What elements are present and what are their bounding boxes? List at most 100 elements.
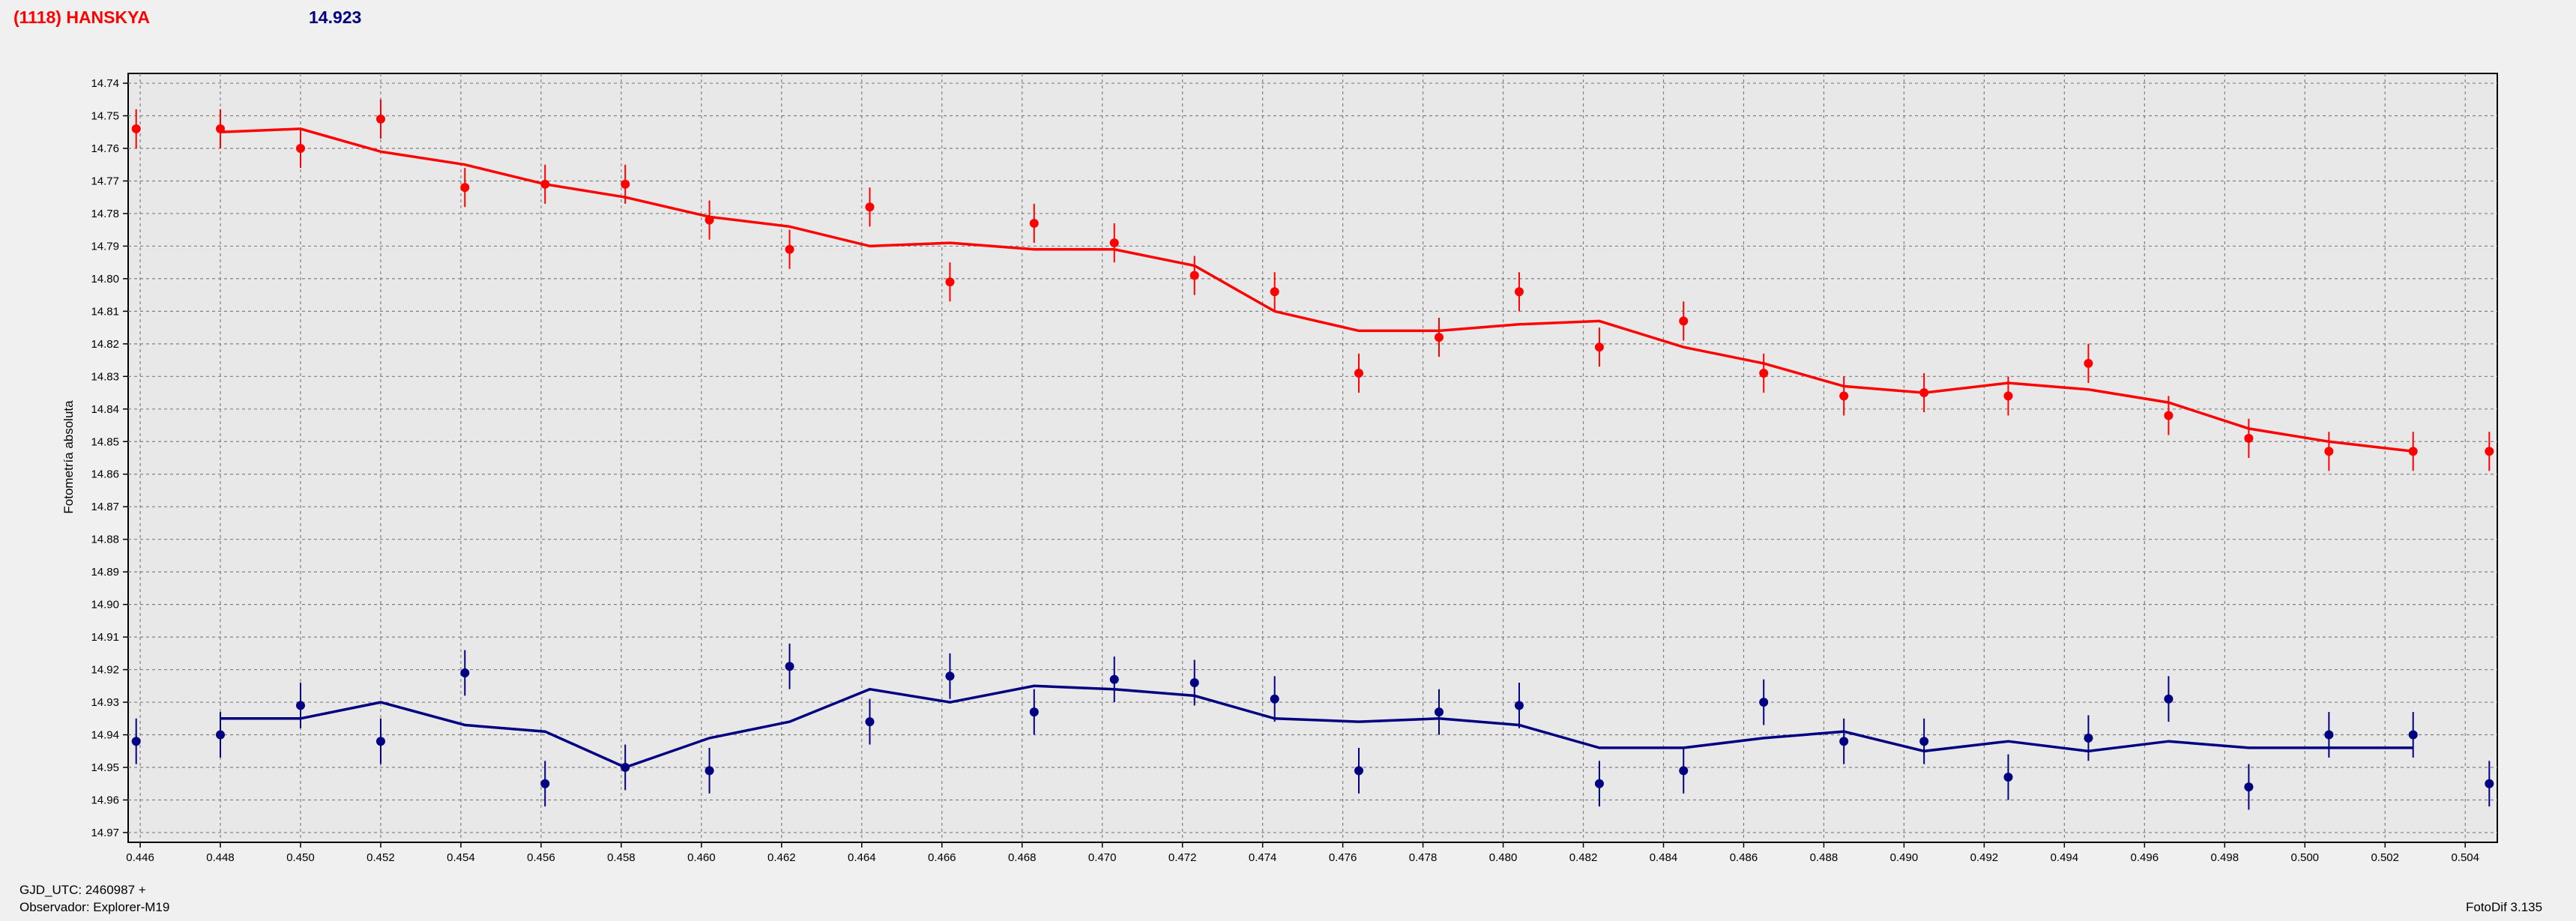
x-tick-label: 0.460 — [687, 851, 716, 864]
y-tick-label: 14.79 — [91, 240, 119, 253]
data-point — [1679, 766, 1689, 776]
y-tick-label: 14.91 — [91, 631, 119, 644]
y-tick-label: 14.74 — [91, 77, 119, 90]
x-tick-label: 0.470 — [1088, 851, 1117, 864]
x-tick-label: 0.478 — [1409, 851, 1438, 864]
x-tick-label: 0.504 — [2451, 851, 2479, 864]
y-tick-label: 14.80 — [91, 273, 119, 286]
data-point — [945, 671, 955, 681]
data-point — [295, 701, 305, 710]
x-tick-label: 0.490 — [1890, 851, 1919, 864]
data-point — [1029, 218, 1039, 228]
x-tick-label: 0.492 — [1970, 851, 1999, 864]
y-tick-label: 14.93 — [91, 696, 119, 709]
data-point — [865, 202, 875, 212]
data-point — [2485, 779, 2494, 788]
data-point — [2084, 733, 2093, 743]
data-point — [705, 766, 714, 776]
y-tick-label: 14.89 — [91, 566, 119, 579]
data-point — [1354, 766, 1364, 776]
data-point — [785, 244, 794, 254]
y-tick-label: 14.84 — [91, 403, 119, 416]
data-point — [865, 717, 875, 727]
x-tick-label: 0.450 — [286, 851, 315, 864]
x-tick-label: 0.448 — [206, 851, 235, 864]
fit-line — [220, 684, 2413, 769]
x-tick-label: 0.494 — [2051, 851, 2079, 864]
x-tick-label: 0.468 — [1008, 851, 1037, 864]
y-tick-label: 14.81 — [91, 305, 119, 318]
x-tick-label: 0.502 — [2371, 851, 2399, 864]
x-tick-label: 0.486 — [1730, 851, 1758, 864]
x-tick-label: 0.456 — [527, 851, 555, 864]
y-tick-label: 14.96 — [91, 794, 119, 806]
data-point — [1189, 271, 1199, 280]
series-0 — [131, 99, 2494, 471]
observer-label: Observador: Explorer-M19 — [19, 900, 170, 914]
y-tick-label: 14.94 — [91, 729, 119, 742]
x-tick-label: 0.454 — [447, 851, 475, 864]
data-point — [460, 183, 470, 193]
y-tick-label: 14.77 — [91, 175, 119, 187]
data-point — [216, 730, 226, 740]
data-point — [2485, 447, 2494, 456]
data-point — [2244, 782, 2254, 792]
y-tick-label: 14.76 — [91, 142, 119, 155]
data-point — [1434, 333, 1444, 342]
data-point — [2084, 358, 2093, 368]
y-tick-label: 14.85 — [91, 435, 119, 448]
data-point — [1514, 701, 1524, 710]
x-tick-label: 0.462 — [767, 851, 796, 864]
y-tick-label: 14.87 — [91, 501, 119, 513]
data-point — [131, 124, 141, 133]
x-tick-label: 0.500 — [2290, 851, 2319, 864]
data-point — [375, 737, 385, 746]
data-point — [2244, 433, 2254, 443]
x-tick-label: 0.466 — [928, 851, 956, 864]
data-point — [131, 737, 141, 746]
x-tick-label: 0.498 — [2211, 851, 2239, 864]
y-tick-label: 14.90 — [91, 599, 119, 612]
x-tick-label: 0.446 — [126, 851, 154, 864]
data-point — [1839, 737, 1849, 746]
data-point — [621, 763, 630, 773]
data-point — [1109, 674, 1119, 684]
data-point — [1514, 287, 1524, 297]
data-point — [460, 668, 470, 677]
data-point — [2324, 730, 2334, 740]
data-point — [785, 662, 794, 671]
series-1 — [131, 643, 2494, 810]
data-point — [945, 277, 955, 287]
data-point — [2408, 730, 2418, 740]
data-point — [1919, 737, 1929, 746]
data-point — [2408, 447, 2418, 456]
x-tick-label: 0.482 — [1569, 851, 1598, 864]
y-tick-label: 14.75 — [91, 110, 119, 123]
x-tick-label: 0.476 — [1329, 851, 1357, 864]
data-point — [1270, 694, 1279, 704]
data-point — [1029, 707, 1039, 717]
data-point — [1759, 698, 1769, 707]
data-point — [621, 179, 630, 189]
data-point — [1434, 707, 1444, 717]
y-axis-ticks: 14.74 14.75 14.76 14.77 14.78 14.79 14.80 14.81… — [91, 77, 128, 839]
y-tick-label: 14.78 — [91, 208, 119, 220]
gjd-label: GJD_UTC: 2460987 + — [19, 883, 146, 897]
x-tick-label: 0.484 — [1650, 851, 1678, 864]
object-title: (1118) HANSKYA — [13, 7, 150, 27]
data-point — [1354, 368, 1364, 378]
data-point — [295, 143, 305, 153]
x-tick-label: 0.488 — [1810, 851, 1839, 864]
y-tick-label: 14.92 — [91, 664, 119, 677]
y-tick-label: 14.88 — [91, 534, 119, 546]
y-tick-label: 14.83 — [91, 370, 119, 383]
y-tick-label: 14.86 — [91, 468, 119, 481]
data-point — [1679, 316, 1689, 326]
data-point — [540, 779, 550, 788]
data-point — [375, 114, 385, 124]
data-point — [1839, 391, 1849, 401]
x-axis-ticks: 0.446 0.448 0.450 0.452 0.454 0.456 0.458 0.460… — [126, 842, 2479, 864]
data-point — [1594, 342, 1604, 352]
data-point — [705, 215, 714, 225]
